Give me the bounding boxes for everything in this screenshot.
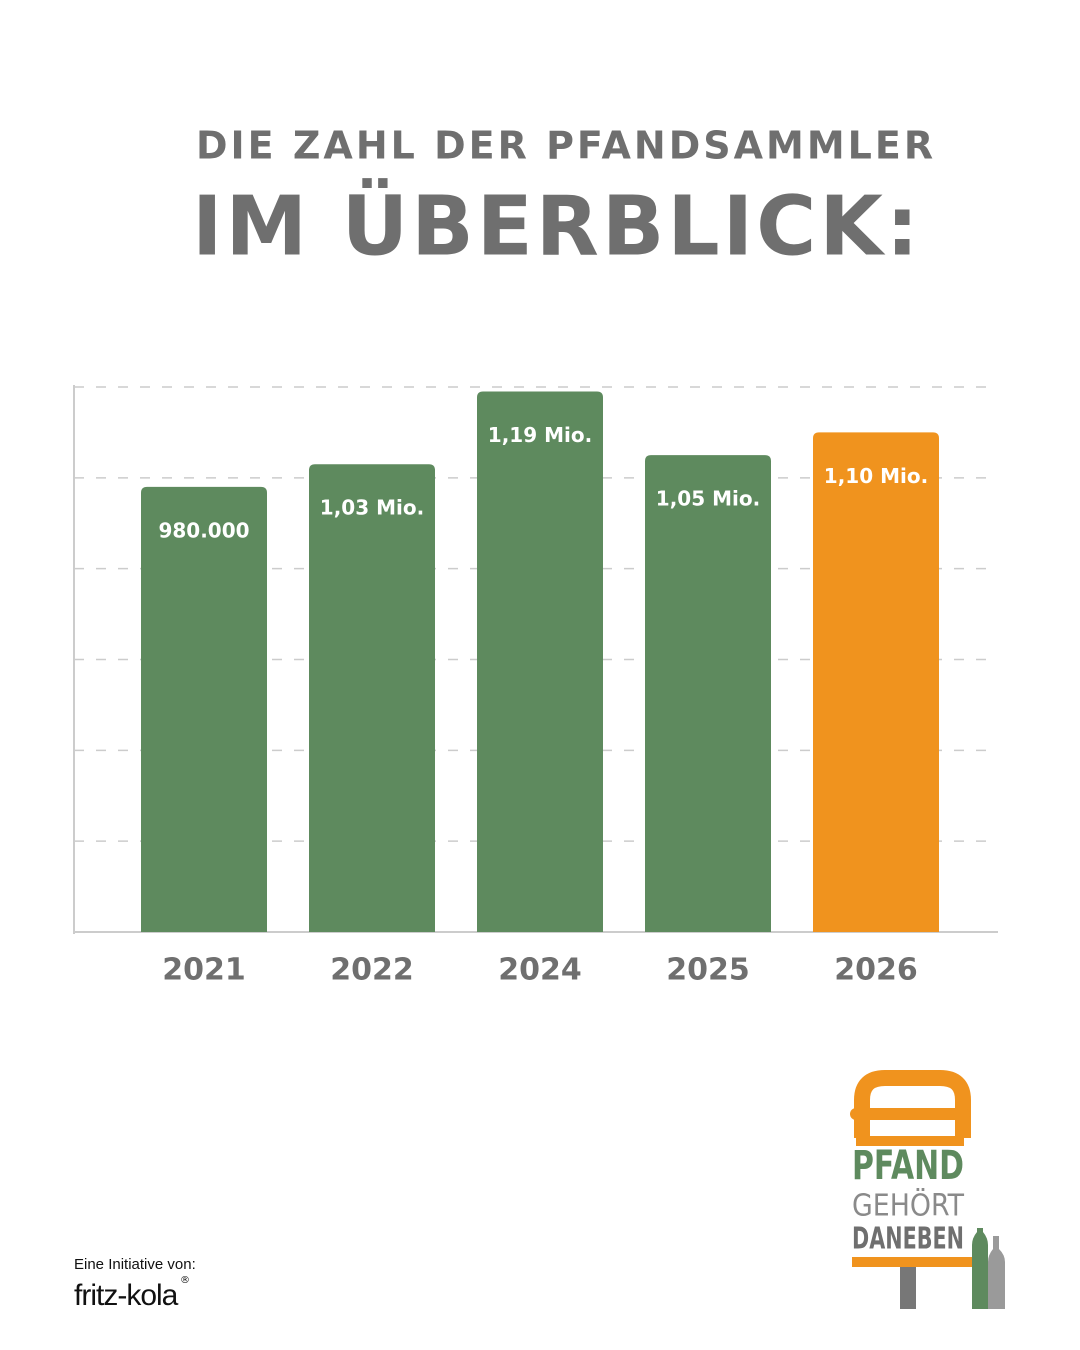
x-tick-label: 2026	[834, 953, 918, 988]
plot: 980.000 2021 1,03 Mio. 2022 1,19 Mio. 2024 1,0…	[74, 386, 998, 988]
x-tick-label: 2022	[330, 953, 414, 988]
value-label: 1,19 Mio.	[488, 423, 592, 447]
logo-band	[856, 1136, 964, 1146]
logo-post	[900, 1267, 916, 1309]
logo-text: GEHÖRT	[852, 1188, 965, 1224]
logo-text: PFAND	[852, 1143, 964, 1189]
value-label: 980.000	[158, 518, 249, 542]
bar	[813, 432, 939, 932]
bar	[309, 464, 435, 932]
bar	[645, 455, 771, 932]
x-tick-label: 2024	[498, 953, 582, 988]
logo-handle	[854, 1070, 971, 1138]
logo-bottle	[988, 1236, 1005, 1309]
logo-rim	[850, 1108, 970, 1120]
logo-band	[852, 1257, 972, 1267]
value-label: 1,03 Mio.	[320, 496, 424, 520]
brand-mark: ®	[180, 1275, 190, 1286]
logo-text: DANEBEN	[852, 1222, 964, 1257]
brand: fritz-kola	[74, 1279, 179, 1312]
value-label: 1,05 Mio.	[656, 487, 760, 511]
chart-subtitle: IM ÜBERBLICK:	[192, 178, 922, 274]
initiative-text: Eine Initiative von:	[74, 1256, 196, 1273]
chart-title: DIE ZAHL DER PFANDSAMMLER	[196, 124, 936, 168]
value-label: 1,10 Mio.	[824, 464, 928, 488]
bar	[477, 391, 603, 933]
logo: PFAND GEHÖRT DANEBEN	[850, 1070, 1005, 1309]
bar	[141, 486, 267, 932]
logo-bottle	[972, 1228, 988, 1309]
x-tick-label: 2021	[162, 953, 246, 988]
x-tick-label: 2025	[666, 953, 750, 988]
